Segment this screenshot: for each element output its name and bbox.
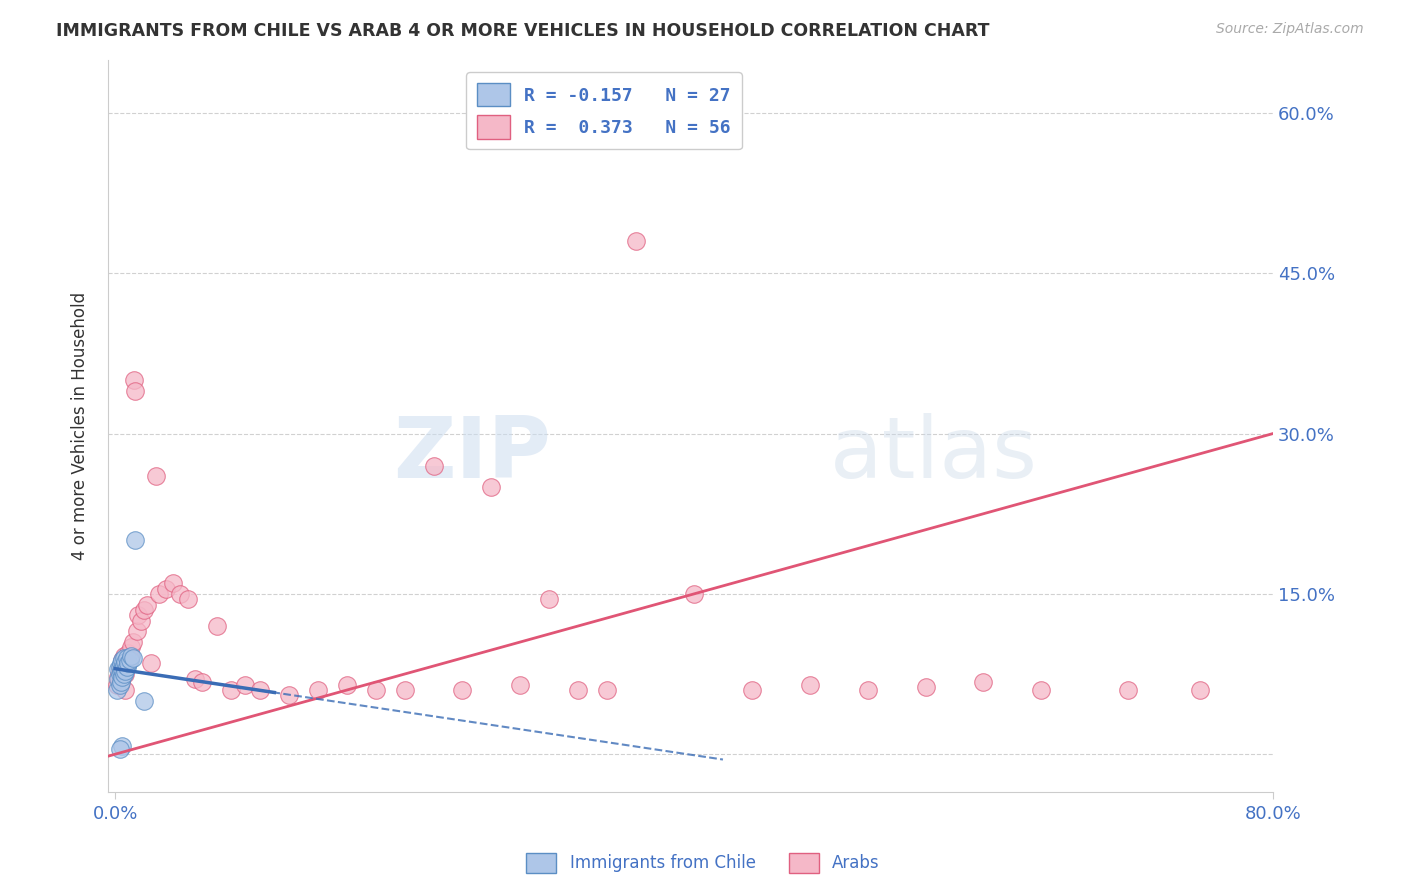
Point — [538, 592, 561, 607]
Point — [125, 624, 148, 639]
Point — [115, 651, 138, 665]
Point — [307, 683, 329, 698]
Point — [117, 646, 139, 660]
Point — [108, 664, 131, 678]
Point — [235, 678, 257, 692]
Point — [110, 674, 132, 689]
Point — [364, 683, 387, 698]
Point — [112, 658, 135, 673]
Point — [1031, 683, 1053, 698]
Point — [108, 678, 131, 692]
Point — [481, 480, 503, 494]
Point — [134, 694, 156, 708]
Point — [105, 683, 128, 698]
Point — [105, 678, 128, 692]
Point — [191, 674, 214, 689]
Point — [155, 582, 177, 596]
Point — [112, 667, 135, 681]
Point — [114, 655, 136, 669]
Text: atlas: atlas — [830, 413, 1038, 496]
Point — [127, 608, 149, 623]
Point — [120, 648, 142, 663]
Point — [799, 678, 821, 692]
Point — [108, 742, 131, 756]
Point — [422, 458, 444, 473]
Point — [219, 683, 242, 698]
Point — [176, 592, 198, 607]
Point — [567, 683, 589, 698]
Point — [394, 683, 416, 698]
Point — [110, 659, 132, 673]
Point — [134, 603, 156, 617]
Point — [184, 673, 207, 687]
Point — [277, 689, 299, 703]
Point — [114, 667, 136, 681]
Point — [110, 664, 132, 678]
Point — [107, 673, 129, 687]
Text: IMMIGRANTS FROM CHILE VS ARAB 4 OR MORE VEHICLES IN HOUSEHOLD CORRELATION CHART: IMMIGRANTS FROM CHILE VS ARAB 4 OR MORE … — [56, 22, 990, 40]
Point — [112, 648, 135, 663]
Point — [115, 659, 138, 673]
Point — [249, 683, 271, 698]
Point — [624, 234, 647, 248]
Y-axis label: 4 or more Vehicles in Household: 4 or more Vehicles in Household — [72, 292, 89, 559]
Point — [115, 657, 138, 671]
Point — [683, 587, 706, 601]
Point — [107, 670, 129, 684]
Point — [509, 678, 531, 692]
Point — [148, 587, 170, 601]
Legend: Immigrants from Chile, Arabs: Immigrants from Chile, Arabs — [520, 847, 886, 880]
Point — [914, 680, 936, 694]
Point — [1189, 683, 1212, 698]
Point — [114, 683, 136, 698]
Point — [741, 683, 763, 698]
Point — [117, 657, 139, 671]
Point — [111, 653, 134, 667]
Point — [136, 598, 159, 612]
Point — [856, 683, 879, 698]
Point — [336, 678, 359, 692]
Point — [451, 683, 474, 698]
Point — [205, 619, 228, 633]
Point — [121, 651, 143, 665]
Point — [596, 683, 619, 698]
Legend: R = -0.157   N = 27, R =  0.373   N = 56: R = -0.157 N = 27, R = 0.373 N = 56 — [467, 72, 742, 149]
Point — [108, 667, 131, 681]
Point — [118, 651, 141, 665]
Point — [111, 662, 134, 676]
Point — [122, 373, 145, 387]
Point — [118, 653, 141, 667]
Point — [141, 657, 163, 671]
Point — [129, 614, 152, 628]
Point — [124, 384, 146, 398]
Point — [110, 657, 132, 671]
Point — [145, 469, 167, 483]
Point — [114, 664, 136, 678]
Point — [120, 640, 142, 655]
Point — [972, 674, 994, 689]
Point — [111, 653, 134, 667]
Point — [110, 674, 132, 689]
Point — [112, 651, 135, 665]
Point — [111, 739, 134, 753]
Point — [108, 659, 131, 673]
Point — [121, 635, 143, 649]
Point — [111, 670, 134, 684]
Point — [169, 587, 191, 601]
Point — [162, 576, 184, 591]
Text: Source: ZipAtlas.com: Source: ZipAtlas.com — [1216, 22, 1364, 37]
Point — [124, 533, 146, 548]
Text: ZIP: ZIP — [392, 413, 551, 496]
Point — [1116, 683, 1139, 698]
Point — [107, 662, 129, 676]
